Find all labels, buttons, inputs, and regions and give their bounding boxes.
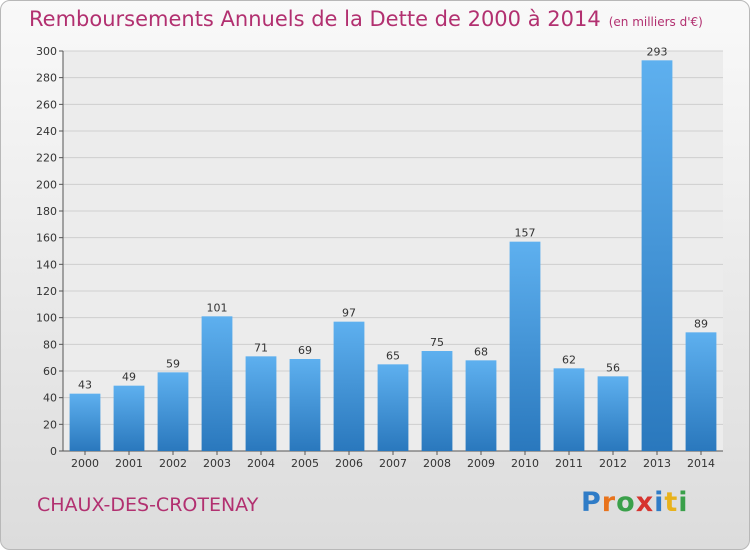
y-tick-label: 100: [36, 312, 57, 325]
bar-2012: [597, 376, 629, 451]
x-tick-label: 2006: [335, 457, 363, 470]
x-tick-label: 2007: [379, 457, 407, 470]
y-tick-label: 160: [36, 232, 57, 245]
x-tick-label: 2012: [599, 457, 627, 470]
y-tick-label: 260: [36, 98, 57, 111]
bar-2007: [377, 364, 409, 451]
y-tick-label: 280: [36, 72, 57, 85]
bar-2001: [113, 385, 145, 451]
logo-letter: i: [678, 487, 689, 518]
bar-2003: [201, 316, 233, 451]
x-tick-label: 2005: [291, 457, 319, 470]
commune-name: CHAUX-DES-CROTENAY: [37, 494, 259, 516]
bar-2014: [685, 332, 717, 451]
bar-value-label: 59: [166, 357, 180, 370]
bar-2011: [553, 368, 585, 451]
y-tick-label: 80: [43, 338, 57, 351]
logo-letter: o: [616, 487, 636, 518]
y-tick-label: 300: [36, 45, 57, 58]
y-tick-label: 140: [36, 258, 57, 271]
bar-value-label: 293: [647, 45, 668, 58]
logo-letter: t: [664, 487, 679, 518]
y-tick-label: 0: [50, 445, 57, 458]
bar-value-label: 65: [386, 349, 400, 362]
y-tick-label: 60: [43, 365, 57, 378]
proxiti-logo: Proxiti: [581, 487, 689, 518]
bar-2004: [245, 356, 277, 451]
bar-2013: [641, 60, 673, 451]
x-tick-label: 2010: [511, 457, 539, 470]
x-tick-label: 2004: [247, 457, 275, 470]
bar-value-label: 101: [207, 301, 228, 314]
logo-letter: r: [601, 487, 617, 518]
logo-letter: x: [635, 487, 655, 518]
title-unit: (en milliers d'€): [608, 15, 703, 29]
bar-2005: [289, 359, 321, 451]
bar-value-label: 97: [342, 307, 356, 320]
bar-value-label: 157: [515, 227, 536, 240]
y-tick-label: 240: [36, 125, 57, 138]
x-tick-label: 2000: [71, 457, 99, 470]
y-tick-label: 180: [36, 205, 57, 218]
bar-value-label: 56: [606, 361, 620, 374]
x-tick-label: 2001: [115, 457, 143, 470]
y-tick-label: 40: [43, 392, 57, 405]
x-tick-label: 2013: [643, 457, 671, 470]
x-tick-label: 2003: [203, 457, 231, 470]
x-tick-label: 2009: [467, 457, 495, 470]
bar-2006: [333, 321, 365, 451]
bar-value-label: 69: [298, 344, 312, 357]
bar-2008: [421, 351, 453, 451]
x-tick-label: 2002: [159, 457, 187, 470]
logo-letter: i: [654, 487, 665, 518]
y-tick-label: 120: [36, 285, 57, 298]
bar-value-label: 62: [562, 353, 576, 366]
bar-2000: [69, 393, 101, 451]
bar-value-label: 43: [78, 379, 92, 392]
bar-value-label: 71: [254, 341, 268, 354]
logo-letter: P: [581, 487, 602, 518]
bar-value-label: 49: [122, 371, 136, 384]
y-tick-label: 220: [36, 152, 57, 165]
chart-title: Remboursements Annuels de la Dette de 20…: [29, 7, 703, 31]
title-main: Remboursements Annuels de la Dette de 20…: [29, 7, 601, 31]
bar-2002: [157, 372, 189, 451]
x-tick-label: 2014: [687, 457, 715, 470]
bar-value-label: 89: [694, 317, 708, 330]
bar-value-label: 68: [474, 345, 488, 358]
y-tick-label: 20: [43, 418, 57, 431]
bar-value-label: 75: [430, 336, 444, 349]
bar-2010: [509, 241, 541, 451]
y-tick-label: 200: [36, 178, 57, 191]
bar-2009: [465, 360, 497, 451]
x-tick-label: 2008: [423, 457, 451, 470]
x-tick-label: 2011: [555, 457, 583, 470]
